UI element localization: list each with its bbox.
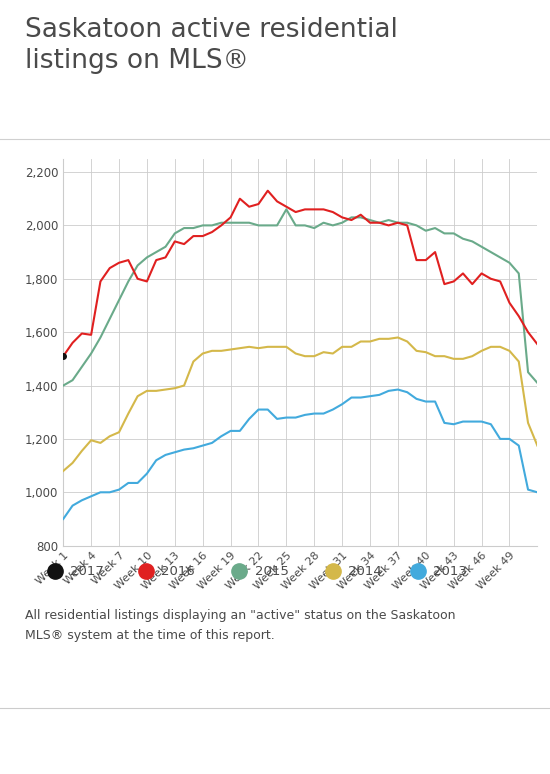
Text: Saskatoon active residential
listings on MLS®: Saskatoon active residential listings on… (25, 17, 398, 74)
Text: 2017: 2017 (70, 565, 104, 577)
Text: 2016: 2016 (161, 565, 195, 577)
Text: 2015: 2015 (255, 565, 289, 577)
Text: 2013: 2013 (433, 565, 468, 577)
Text: 2014: 2014 (348, 565, 382, 577)
Text: All residential listings displaying an "active" status on the Saskatoon
MLS® sys: All residential listings displaying an "… (25, 608, 455, 642)
